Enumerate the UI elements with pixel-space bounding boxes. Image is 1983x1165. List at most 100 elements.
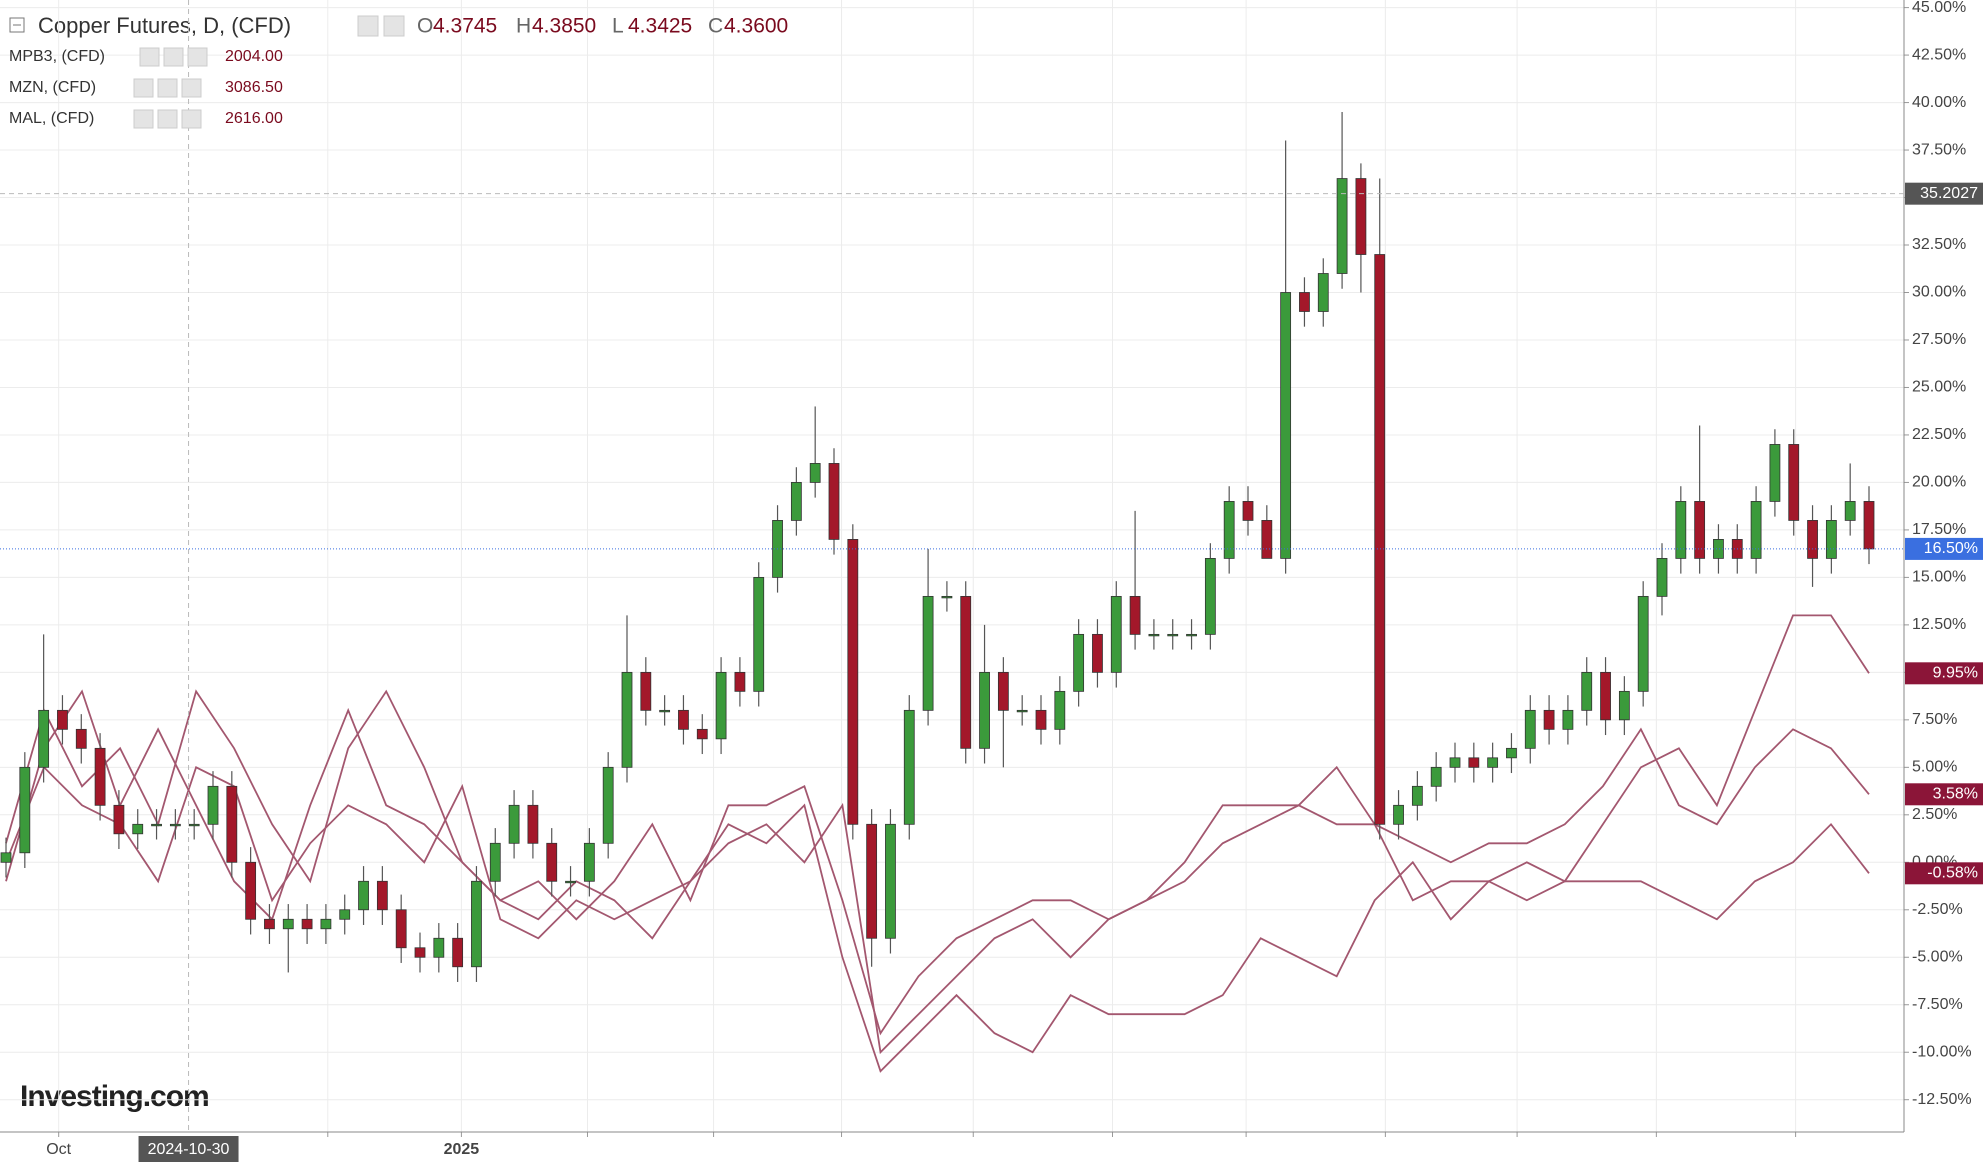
crosshair-y-box: [1905, 182, 1983, 205]
y-tick-label: 17.50%: [1912, 521, 1966, 538]
candle-body: [546, 842, 558, 882]
legend-icon: [181, 109, 202, 129]
candle-body: [828, 463, 840, 540]
candle-body: [866, 823, 878, 939]
candle-body: [640, 671, 652, 711]
legend-icon: [157, 78, 178, 98]
last-price-marker: [1905, 537, 1983, 560]
logo-text: Investing.com: [20, 1080, 209, 1113]
y-tick-label: 42.50%: [1912, 46, 1966, 63]
candle-body: [1186, 633, 1197, 637]
series-last-marker: [1905, 662, 1983, 685]
y-tick-label: -5.00%: [1912, 948, 1963, 965]
candle-body: [1675, 501, 1687, 559]
y-tick-label: 7.50%: [1912, 711, 1957, 728]
crosshair-x-box: [138, 1136, 239, 1162]
logo: Investing.com: [20, 1080, 210, 1113]
candle-body: [997, 671, 1009, 711]
candle-body: [659, 709, 671, 713]
crosshair-y-label: 35.2027: [1920, 185, 1978, 202]
candle-body: [941, 595, 953, 599]
y-tick-label: -12.50%: [1912, 1091, 1972, 1108]
legend-icon: [187, 47, 208, 67]
series-line: [5, 614, 1870, 1036]
series-last-marker: [1905, 862, 1983, 885]
candle-body: [1430, 766, 1442, 787]
series-last-label: -0.58%: [1927, 865, 1978, 882]
candle-body: [734, 671, 746, 692]
candle-body: [1788, 444, 1800, 521]
candle-body: [489, 842, 501, 882]
series-last-label: 9.95%: [1933, 665, 1978, 682]
candle-body: [1204, 558, 1216, 635]
candle-body: [57, 709, 68, 730]
ohlc-value: 4.3850: [532, 15, 596, 38]
candle-body: [1355, 178, 1367, 255]
y-tick-label: -10.00%: [1912, 1043, 1972, 1060]
legend-price: 3086.50: [225, 79, 283, 96]
candle-body: [1110, 595, 1122, 673]
series-line: [5, 765, 1870, 1073]
candle-body: [715, 671, 727, 740]
y-tick-label: 27.50%: [1912, 331, 1966, 348]
candle-body: [1073, 633, 1085, 692]
ohlc-key: C: [708, 15, 723, 38]
candle-body: [922, 595, 934, 711]
candle-body: [565, 880, 576, 884]
candle-body: [471, 880, 482, 968]
legend-icon: [139, 47, 160, 67]
candle-body: [979, 671, 990, 749]
candle-body: [0, 852, 12, 863]
candle-body: [508, 804, 520, 844]
candle-body: [1637, 595, 1649, 692]
candle-body: [1506, 747, 1517, 759]
candle-body: [151, 823, 162, 827]
candle-body: [1129, 595, 1141, 635]
candle-body: [1562, 709, 1574, 730]
candle-body: [1299, 292, 1310, 312]
legend-name: MZN, (CFD): [9, 79, 96, 96]
candle-body: [1694, 501, 1706, 559]
candle-body: [960, 595, 972, 749]
candle-body: [75, 728, 87, 749]
candle-body: [1844, 501, 1856, 521]
candle-body: [1035, 709, 1047, 730]
candle-body: [696, 728, 708, 740]
candle-body: [809, 463, 821, 483]
candles: [0, 112, 1875, 982]
candle-body: [602, 766, 614, 844]
y-tick-label: 2.50%: [1912, 806, 1957, 823]
y-tick-label: 30.00%: [1912, 284, 1966, 301]
candle-body: [38, 709, 50, 768]
legend-icon: [133, 109, 154, 129]
candle-body: [1411, 785, 1423, 806]
legend-icon: [163, 47, 184, 67]
candle-body: [1148, 633, 1160, 637]
candle-body: [1223, 501, 1235, 559]
legend-price: 2004.00: [225, 48, 283, 65]
candle-body: [169, 823, 181, 827]
candle-body: [1092, 633, 1103, 673]
candle-body: [19, 766, 31, 854]
candle-body: [301, 918, 313, 930]
candle-body: [1468, 757, 1480, 768]
candle-body: [1656, 558, 1668, 597]
candle-body: [320, 918, 332, 930]
legend-name: MPB3, (CFD): [9, 48, 105, 65]
candle-body: [1769, 444, 1781, 502]
y-tick-label: 5.00%: [1912, 759, 1957, 776]
header-icon: [383, 15, 405, 37]
legend-icon: [157, 109, 178, 129]
candle-body: [94, 747, 106, 806]
grid: [0, 0, 1904, 1132]
y-tick-label: 40.00%: [1912, 94, 1966, 111]
candle-body: [376, 880, 388, 911]
candle-body: [358, 880, 369, 911]
legend-icon: [181, 78, 202, 98]
y-tick-label: 45.00%: [1912, 0, 1966, 16]
candle-body: [885, 823, 896, 939]
candle-body: [1825, 520, 1837, 559]
candle-body: [245, 861, 257, 920]
candle-body: [1374, 254, 1386, 825]
ohlc-value: 4.3745: [433, 15, 497, 38]
